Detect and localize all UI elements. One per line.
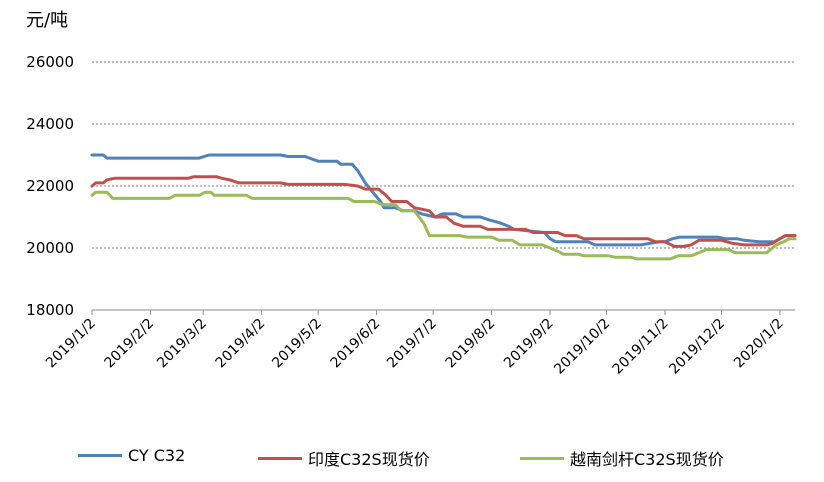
x-tick-label: 2019/5/2 [269, 316, 325, 372]
x-tick-label: 2019/4/2 [213, 316, 269, 372]
legend-item-india: 印度C32S现货价 [258, 446, 430, 470]
x-tick-label: 2019/8/2 [443, 316, 499, 372]
series-line-1 [90, 175, 797, 248]
x-tick-label: 2019/1/2 [43, 316, 99, 372]
series-line-2 [90, 190, 797, 261]
y-axis-ticks: 18000 20000 22000 24000 26000 [26, 53, 74, 319]
gridlines [92, 61, 795, 311]
x-tick-label: 2019/9/2 [501, 316, 557, 372]
legend-label-india: 印度C32S现货价 [308, 450, 430, 469]
legend: CY C32 印度C32S现货价 越南剑杆C32S现货价 [0, 446, 824, 476]
x-tick-label: 2019/3/2 [154, 316, 210, 372]
x-tick-label: 2019/2/2 [101, 316, 157, 372]
legend-item-cy-c32: CY C32 [78, 446, 185, 465]
legend-label-cy-c32: CY C32 [128, 446, 186, 465]
legend-swatch-vietnam [520, 456, 564, 460]
x-tick-label: 2019/11/2 [610, 316, 672, 378]
y-tick-label: 22000 [26, 177, 74, 195]
x-tick-label: 2019/7/2 [384, 316, 440, 372]
legend-swatch-cy-c32 [78, 454, 122, 457]
y-tick-label: 24000 [26, 115, 74, 133]
y-tick-label: 20000 [26, 239, 74, 257]
y-tick-label: 18000 [26, 301, 74, 319]
x-tick-label: 2020/1/2 [731, 316, 787, 372]
x-tick-label: 2019/12/2 [666, 316, 728, 378]
line-chart: 18000 20000 22000 24000 26000 2019/1/2 2019/2… [26, 53, 797, 378]
legend-swatch-india [258, 456, 302, 460]
y-tick-label: 26000 [26, 53, 74, 71]
x-tick-label: 2019/6/2 [328, 316, 384, 372]
x-tick-label: 2019/10/2 [551, 316, 613, 378]
series-line-0 [90, 153, 797, 247]
legend-label-vietnam: 越南剑杆C32S现货价 [570, 450, 724, 469]
y-axis-unit-label: 元/吨 [26, 10, 69, 31]
series-lines [90, 153, 797, 261]
legend-item-vietnam: 越南剑杆C32S现货价 [520, 446, 724, 470]
